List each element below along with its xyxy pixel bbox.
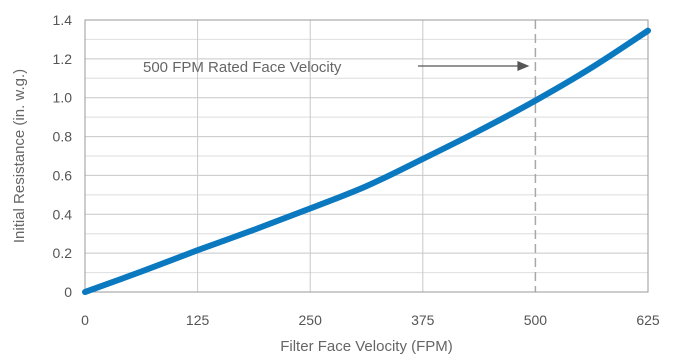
y-tick-label: 0.6 [53,167,73,183]
y-tick-label: 1.2 [53,51,73,67]
x-tick-label: 125 [186,312,210,328]
y-tick-label: 0.8 [53,129,73,145]
x-axis-tick-labels: 0 125 250 375 500 625 [81,312,660,328]
x-tick-label: 625 [636,312,660,328]
y-tick-label: 0 [64,284,72,300]
rated-velocity-annotation: 500 FPM Rated Face Velocity [143,59,342,76]
plot-frame [84,19,649,293]
y-tick-label: 1.0 [53,90,73,106]
x-tick-label: 500 [524,312,548,328]
x-tick-label: 375 [411,312,435,328]
x-tick-label: 250 [299,312,323,328]
y-tick-label: 0.4 [53,206,73,222]
annotation-arrowhead [517,61,530,71]
y-axis-title: Initial Resistance (in. w.g.) [11,69,28,243]
y-tick-label: 0.2 [53,245,73,261]
major-gridlines [84,19,649,293]
y-axis-tick-labels: 0 0.2 0.4 0.6 0.8 1.0 1.2 1.4 [53,12,73,300]
y-tick-label: 1.4 [53,12,73,28]
x-axis-title: Filter Face Velocity (FPM) [280,338,453,355]
minor-gridlines [85,38,648,274]
x-tick-label: 0 [81,312,89,328]
resistance-curve [82,27,651,295]
